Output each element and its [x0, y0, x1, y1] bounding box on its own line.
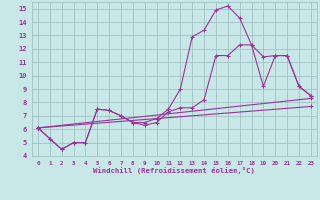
X-axis label: Windchill (Refroidissement éolien,°C): Windchill (Refroidissement éolien,°C): [93, 167, 255, 174]
